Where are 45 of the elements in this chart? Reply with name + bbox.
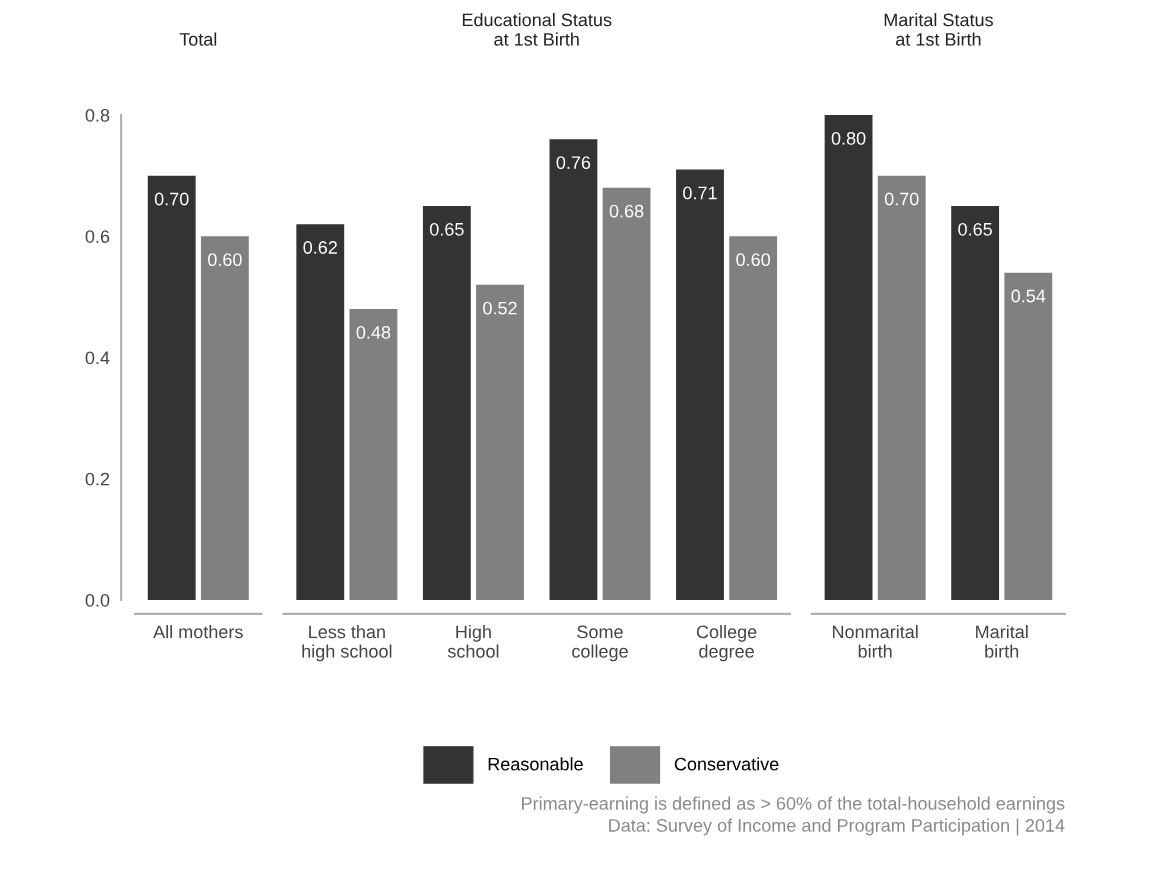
bar [729,236,778,600]
bar [549,139,598,600]
x-tick-label: High school [447,625,499,658]
data-label: 0.68 [609,204,644,218]
bar [877,175,926,600]
chart-title: Total [179,32,217,46]
bar [602,187,651,600]
data-label: 0.80 [831,131,866,145]
data-label: 0.70 [154,192,189,206]
bar [349,309,398,600]
y-tick-label: 0.0 [85,593,110,607]
data-label: 0.60 [736,253,771,267]
bar [1004,272,1053,600]
data-label: 0.62 [303,241,337,254]
text: Primary-earning is defined as > 60% of the total-household earnings [522,796,1065,814]
x-tick-label: All mothers [153,625,243,639]
x-tick-label: Some college [572,625,628,662]
data-label: 0.70 [884,192,919,206]
bar [676,169,724,600]
data-label: 0.65 [958,222,992,236]
y-tick-label: 0.6 [85,230,110,243]
x-tick-label: Marital birth [976,625,1028,658]
data-label: 0.65 [429,222,464,236]
data-label: 0.60 [208,253,242,267]
text: Data: Survey of Income and Program Participation | 2014 [609,818,1065,836]
chart-title: Educational Status at 1st Birth [462,13,612,46]
bar [951,205,1000,600]
data-label: 0.54 [1011,289,1046,303]
y-tick-label: 0.8 [85,108,110,122]
x-tick-label: Less than high school [302,625,392,662]
data-label: 0.48 [356,325,391,339]
legend-label: Conservative [674,757,779,771]
x-tick-label: Nonmarital birth [832,625,918,658]
bar [476,284,524,600]
bar [296,224,345,600]
data-label: 0.52 [483,301,517,315]
y-tick-label: 0.4 [85,351,110,365]
y-tick-label: 0.2 [85,472,110,486]
x-tick-label: College degree [696,625,757,662]
legend-label: Reasonable [488,757,583,771]
bar [422,205,471,600]
bar [824,115,873,600]
data-label: 0.71 [683,186,717,200]
chart-title: Marital Status at 1st Birth [884,13,993,46]
data-label: 0.76 [556,156,591,170]
